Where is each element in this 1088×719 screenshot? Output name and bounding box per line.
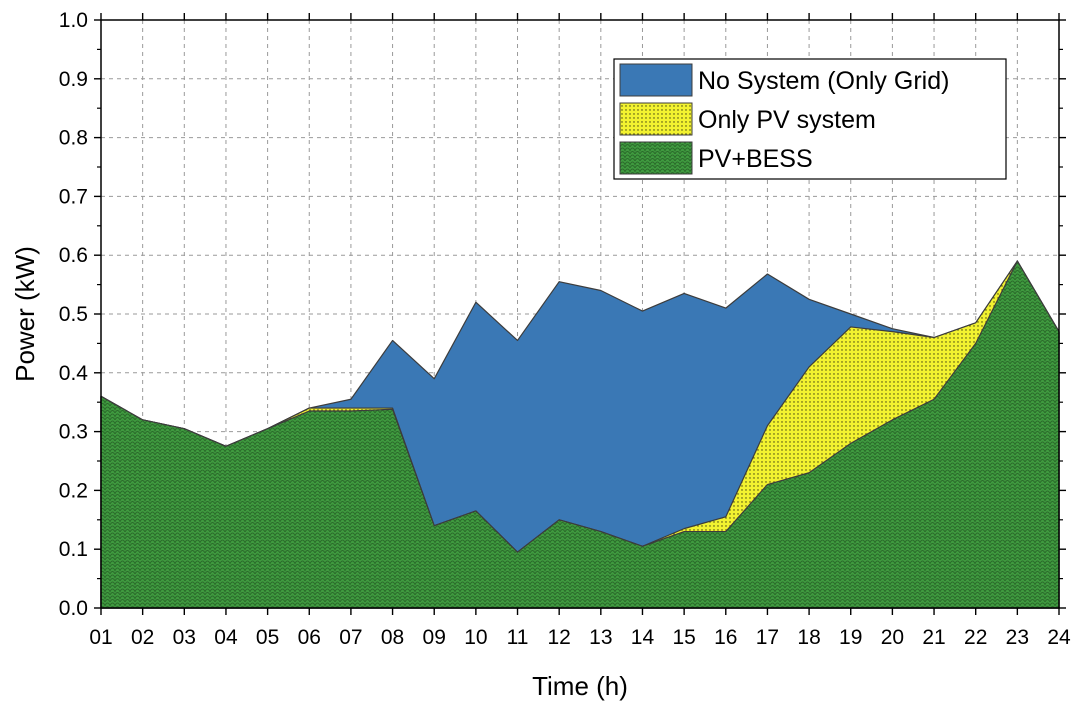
x-tick-label: 07 bbox=[339, 626, 362, 649]
x-tick-label: 04 bbox=[214, 626, 238, 649]
y-tick-label: 0.8 bbox=[59, 127, 88, 150]
y-tick-label: 0.4 bbox=[59, 362, 89, 385]
series-areas bbox=[100, 260, 1060, 609]
x-tick-label: 05 bbox=[256, 626, 279, 649]
x-tick-label: 02 bbox=[131, 626, 154, 649]
x-tick-label: 01 bbox=[89, 626, 112, 649]
x-tick-label: 03 bbox=[173, 626, 196, 649]
legend: No System (Only Grid) Only PV system PV+BE… bbox=[613, 58, 1007, 180]
legend-label-2: Only PV system bbox=[698, 106, 876, 134]
y-axis-title: Power (kW) bbox=[10, 246, 40, 382]
x-tick-label: 17 bbox=[756, 626, 779, 649]
y-tick-label: 0.5 bbox=[59, 303, 88, 326]
x-tick-label: 09 bbox=[423, 626, 446, 649]
x-tick-label: 13 bbox=[589, 626, 612, 649]
x-tick-label: 18 bbox=[797, 626, 820, 649]
x-tick-label: 10 bbox=[464, 626, 487, 649]
x-tick-label: 24 bbox=[1047, 626, 1071, 649]
y-tick-label: 0.6 bbox=[59, 244, 88, 267]
legend-swatch-3 bbox=[619, 141, 693, 175]
y-tick-label: 0.3 bbox=[59, 421, 88, 444]
x-tick-label: 11 bbox=[507, 626, 529, 649]
x-tick-label: 08 bbox=[381, 626, 404, 649]
y-tick-label: 0.9 bbox=[59, 68, 88, 91]
x-tick-label: 12 bbox=[547, 626, 570, 649]
y-tick-label: 0.1 bbox=[59, 538, 88, 561]
x-tick-label: 21 bbox=[922, 626, 945, 649]
x-tick-label: 23 bbox=[1006, 626, 1029, 649]
x-tick-labels: 01 02 03 04 05 06 07 08 09 10 11 12 13 14 15 16 17 18 19 20… bbox=[89, 626, 1071, 649]
axis-ticks bbox=[94, 13, 1066, 615]
legend-swatch-1 bbox=[619, 63, 693, 97]
x-axis-title: Time (h) bbox=[532, 671, 628, 701]
series-area-3 bbox=[100, 260, 1060, 609]
y-tick-label: 0.7 bbox=[59, 185, 88, 208]
y-tick-labels: 0.0 0.1 0.2 0.3 0.4 0.5 0.6 0.7 0.8 0.9 1.0 bbox=[59, 9, 89, 620]
x-tick-label: 19 bbox=[839, 626, 862, 649]
y-tick-label: 0.2 bbox=[59, 479, 88, 502]
legend-label-3: PV+BESS bbox=[698, 145, 813, 173]
x-tick-label: 15 bbox=[672, 626, 695, 649]
legend-swatch-2 bbox=[619, 102, 693, 136]
x-tick-label: 16 bbox=[714, 626, 737, 649]
y-tick-label: 1.0 bbox=[59, 9, 88, 32]
x-tick-label: 06 bbox=[298, 626, 321, 649]
legend-label-1: No System (Only Grid) bbox=[698, 67, 949, 95]
x-tick-label: 14 bbox=[631, 626, 655, 649]
x-tick-label: 22 bbox=[964, 626, 987, 649]
y-tick-label: 0.0 bbox=[59, 597, 88, 620]
x-tick-label: 20 bbox=[881, 626, 904, 649]
